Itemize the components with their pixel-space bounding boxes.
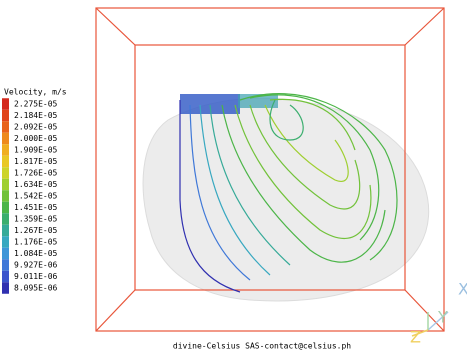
legend-swatch [2,271,9,283]
legend-swatch [2,225,9,237]
legend-swatch [2,144,9,156]
legend-label: 2.000E-05 [14,134,58,143]
legend-swatch [2,156,9,168]
legend-swatch [2,190,9,202]
legend-label: 9.927E-06 [14,261,58,270]
legend-swatch [2,167,9,179]
legend-swatch [2,133,9,145]
footer: divine-Celsius SAS-contact@celsius.ph [173,342,351,351]
legend-swatch [2,98,9,110]
legend-label: 1.634E-05 [14,180,58,189]
legend-label: 9.011E-06 [14,272,58,281]
axis-z-label: Z [410,328,421,347]
legend-swatch [2,259,9,271]
axes-triad: X Y Z [410,280,467,347]
legend-label: 1.359E-05 [14,215,58,224]
legend-label: 1.176E-05 [14,238,58,247]
legend-swatch [2,236,9,248]
legend-label: 2.275E-05 [14,100,58,109]
legend-swatch [2,248,9,260]
legend-title: Velocity, m/s [4,88,67,97]
legend-label: 1.726E-05 [14,169,58,178]
legend-swatch [2,110,9,122]
legend-label: 2.184E-05 [14,111,58,120]
legend-label: 1.542E-05 [14,192,58,201]
legend-label: 1.267E-05 [14,226,58,235]
legend-swatch [2,202,9,214]
legend-swatch [2,282,9,294]
body-shape [143,98,429,301]
legend-label: 1.817E-05 [14,157,58,166]
legend: 2.275E-05 2.184E-05 2.092E-05 2.000E-05 1.90… [2,98,58,294]
legend-label: 1.909E-05 [14,146,58,155]
visualization: Velocity, m/s 2.275E-05 2.184E-05 2.092E-0… [0,0,467,354]
axis-x-label: X [458,280,467,299]
legend-label: 1.451E-05 [14,203,58,212]
legend-swatch [2,213,9,225]
legend-swatch [2,179,9,191]
axis-y-label: Y [437,308,448,327]
legend-swatch [2,121,9,133]
legend-label: 8.095E-06 [14,284,58,293]
legend-label: 2.092E-05 [14,123,58,132]
legend-label: 1.084E-05 [14,249,58,258]
